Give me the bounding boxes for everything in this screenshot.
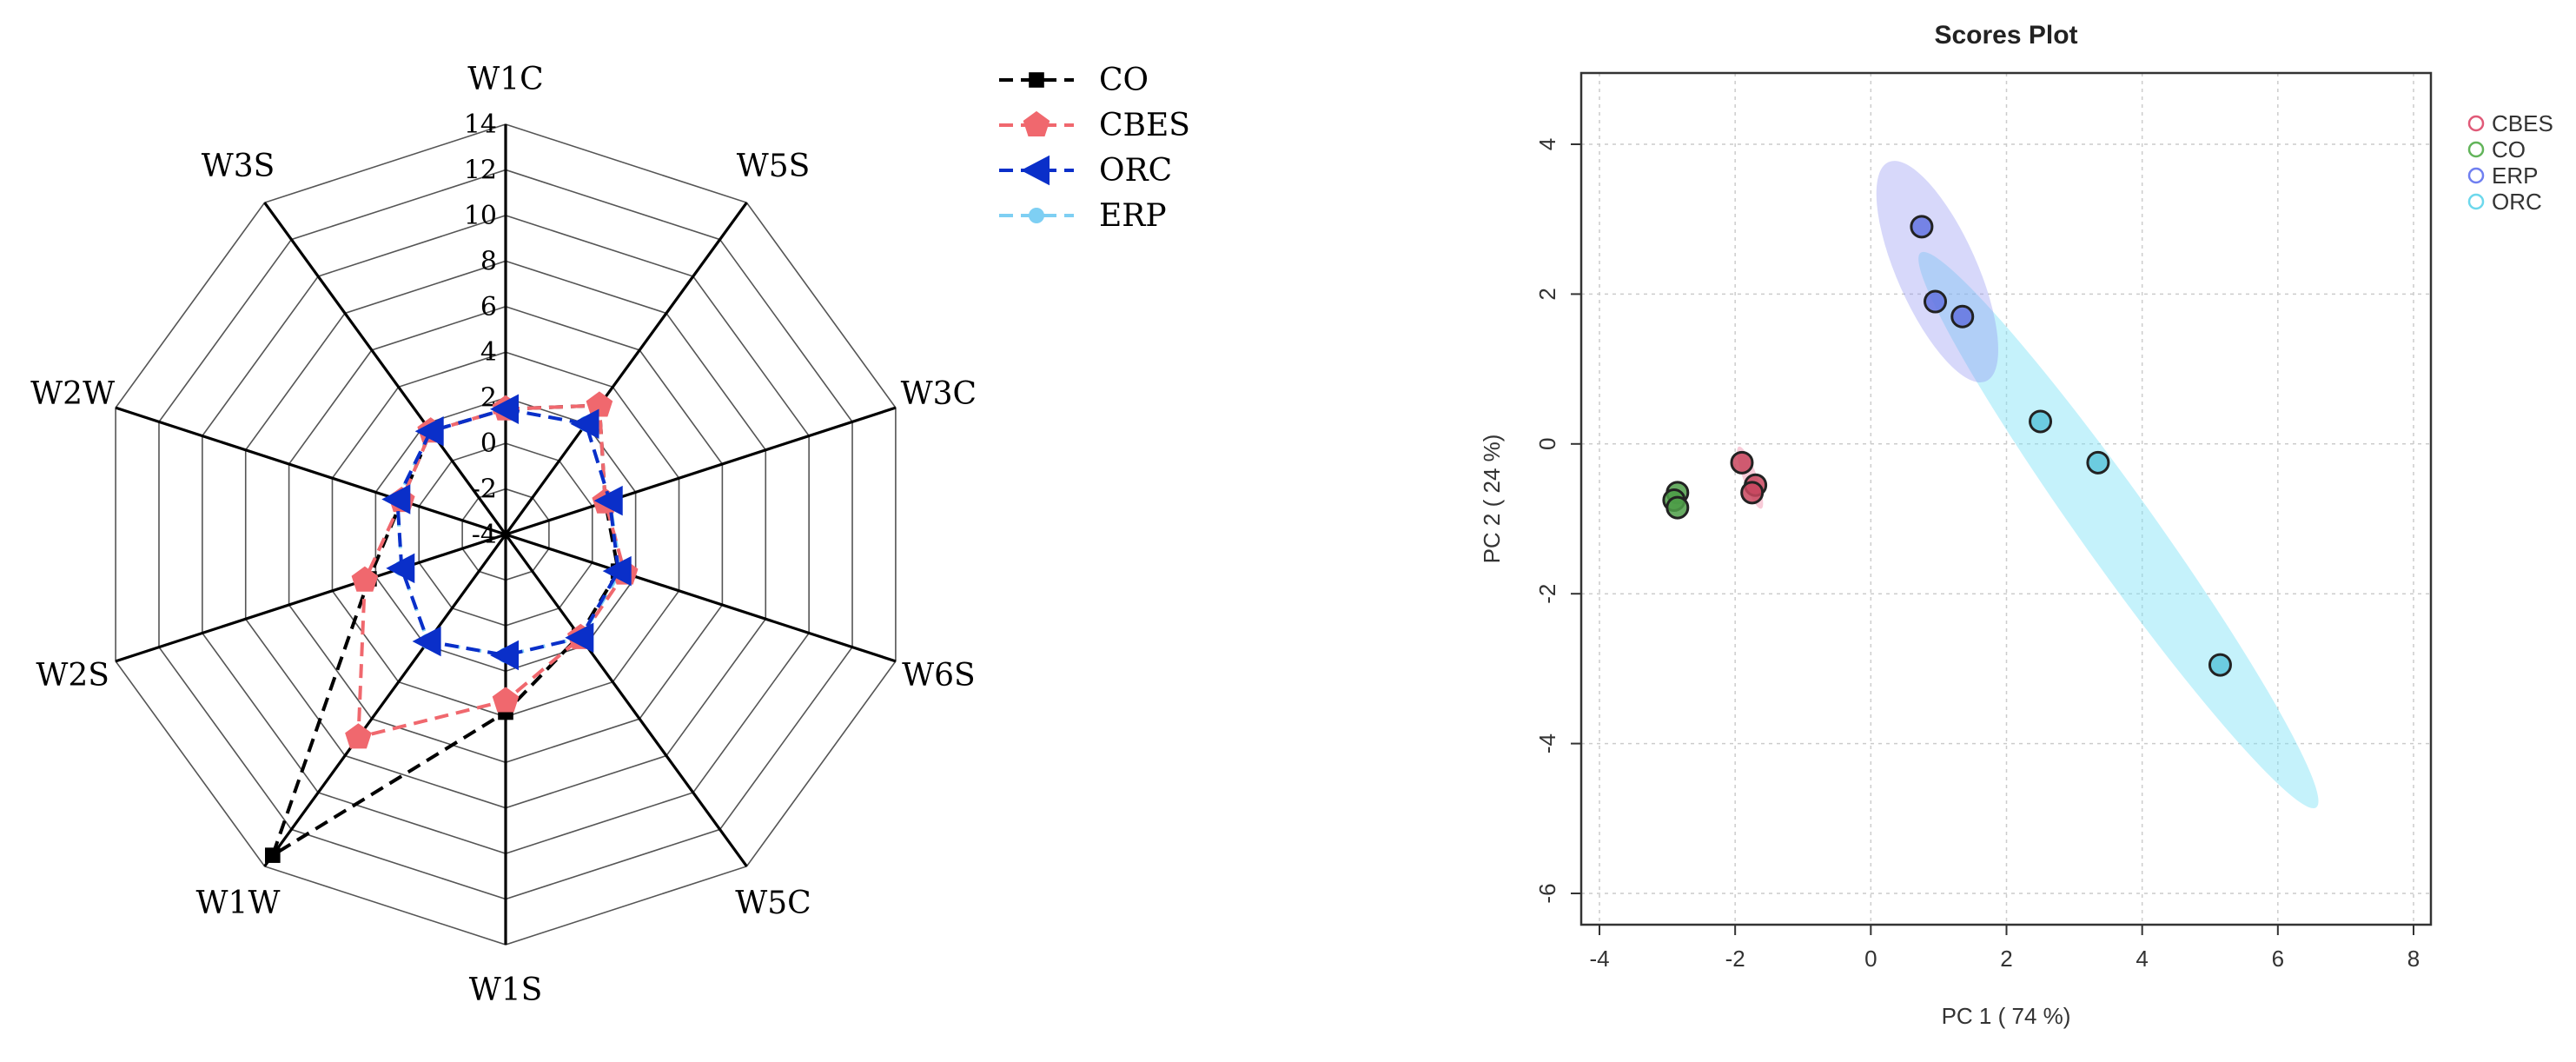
scores-x-tick-label: -2 [1725, 946, 1745, 972]
ellipse-erp [1876, 161, 1998, 382]
radar-legend-label-erp: ERP [1099, 198, 1167, 234]
radar-legend-label-orc: ORC [1099, 153, 1172, 189]
radar-tick-label: 6 [480, 292, 497, 322]
radar-axis-label-w2s: W2S [36, 658, 109, 694]
scores-x-tick-label: 2 [2000, 946, 2012, 972]
scores-y-tick-label: 0 [1534, 438, 1560, 450]
scores-legend-marker-co [2467, 141, 2485, 158]
radar-tick-label: -4 [472, 520, 497, 550]
scores-point-erp [1910, 215, 1934, 239]
radar-legend-label-cbes: CBES [1099, 108, 1190, 143]
radar-axis-label-w3s: W3S [202, 149, 275, 184]
radar-axis-label-w5c: W5C [735, 886, 811, 921]
radar-axis-label-w3c: W3C [901, 376, 977, 412]
radar-spoke [115, 533, 507, 663]
radar-point-orc [490, 394, 519, 425]
radar-point-co [265, 847, 281, 863]
scores-legend-label-orc: ORC [2492, 189, 2542, 215]
scores-point-orc [2086, 450, 2110, 475]
scores-legend-marker-cbes [2467, 115, 2485, 132]
radar-tick-label: 14 [464, 110, 497, 140]
scores-plot-title: Scores Plot [1934, 21, 2077, 50]
radar-point-cbes [586, 391, 613, 417]
radar-series-line-orc [395, 407, 620, 658]
radar-point-orc [386, 553, 415, 584]
radar-tick-label: 10 [464, 201, 497, 231]
radar-legend-marker-co [1029, 72, 1044, 88]
scores-point-cbes [1740, 481, 1765, 505]
scores-y-axis-label: PC 2 ( 24 %) [1479, 435, 1505, 564]
scores-y-tick-label: -6 [1534, 883, 1560, 903]
radar-tick-label: 8 [480, 246, 497, 276]
scores-legend-marker-erp [2467, 167, 2485, 184]
scores-point-cbes [1730, 450, 1754, 475]
radar-tick-label: -2 [472, 475, 497, 505]
radar-legend-marker-orc [1021, 155, 1050, 186]
radar-legend-marker-cbes [1023, 110, 1050, 137]
scores-legend-label-erp: ERP [2492, 163, 2538, 189]
radar-point-cbes [351, 566, 379, 592]
radar-axis-label-w1c: W1C [467, 62, 543, 97]
scores-legend-marker-orc [2467, 193, 2485, 210]
radar-axis-label-w1s: W1S [469, 972, 543, 1008]
radar-spoke [505, 533, 897, 663]
scores-y-tick-label: -4 [1534, 733, 1560, 753]
scores-point-co [1665, 495, 1690, 520]
radar-spoke [504, 202, 748, 535]
radar-spoke [263, 534, 507, 867]
scores-x-tick-label: 8 [2407, 946, 2420, 972]
radar-spoke [115, 406, 507, 536]
scores-y-tick-label: 2 [1534, 288, 1560, 300]
radar-point-orc [381, 484, 411, 514]
radar-axis-label-w1w: W1W [196, 886, 281, 921]
radar-axis-label-w6s: W6S [902, 658, 976, 694]
radar-tick-label: 12 [464, 155, 497, 185]
radar-point-cbes [492, 687, 520, 713]
scores-x-tick-label: 6 [2272, 946, 2284, 972]
scores-legend-label-cbes: CBES [2492, 110, 2553, 136]
radar-point-orc [565, 622, 594, 654]
radar-axis-label-w5s: W5S [737, 149, 811, 184]
radar-point-orc [593, 485, 623, 516]
radar-point-cbes [345, 723, 372, 749]
radar-point-orc [412, 626, 441, 657]
radar-spoke [263, 202, 507, 535]
scores-point-orc [2029, 409, 2053, 434]
scores-legend-label-co: CO [2492, 136, 2526, 163]
radar-axis-label-w2w: W2W [30, 376, 115, 412]
radar-tick-label: 4 [480, 337, 497, 368]
radar-point-orc [414, 415, 444, 447]
scores-x-axis-label: PC 1 ( 74 %) [1942, 1003, 2071, 1029]
scores-x-tick-label: -4 [1589, 946, 1609, 972]
scores-plot: Scores Plot -4 -2 0 2 4 6 8 -6 -4 -2 0 2 4 PC 1 ( 74 %… [1479, 21, 2553, 1029]
radar-point-orc [490, 640, 519, 671]
radar-point-orc [570, 408, 599, 439]
radar-chart: -4-202468101214W1CW5SW3CW6SW5CW1SW1WW2SW… [30, 62, 1190, 1008]
radar-spoke [504, 534, 748, 867]
radar-legend-label-co: CO [1099, 63, 1149, 98]
scores-y-tick-label: -2 [1534, 584, 1560, 604]
scores-x-tick-label: 0 [1864, 946, 1877, 972]
radar-tick-label: 0 [480, 428, 497, 459]
scores-x-tick-label: 4 [2136, 946, 2148, 972]
radar-point-orc [602, 555, 632, 587]
scores-point-erp [1950, 304, 1975, 329]
scores-y-tick-label: 4 [1534, 138, 1560, 150]
radar-legend-marker-erp [1029, 208, 1044, 223]
scores-point-erp [1924, 289, 1948, 314]
scores-point-orc [2208, 653, 2232, 677]
radar-spoke [505, 406, 897, 536]
